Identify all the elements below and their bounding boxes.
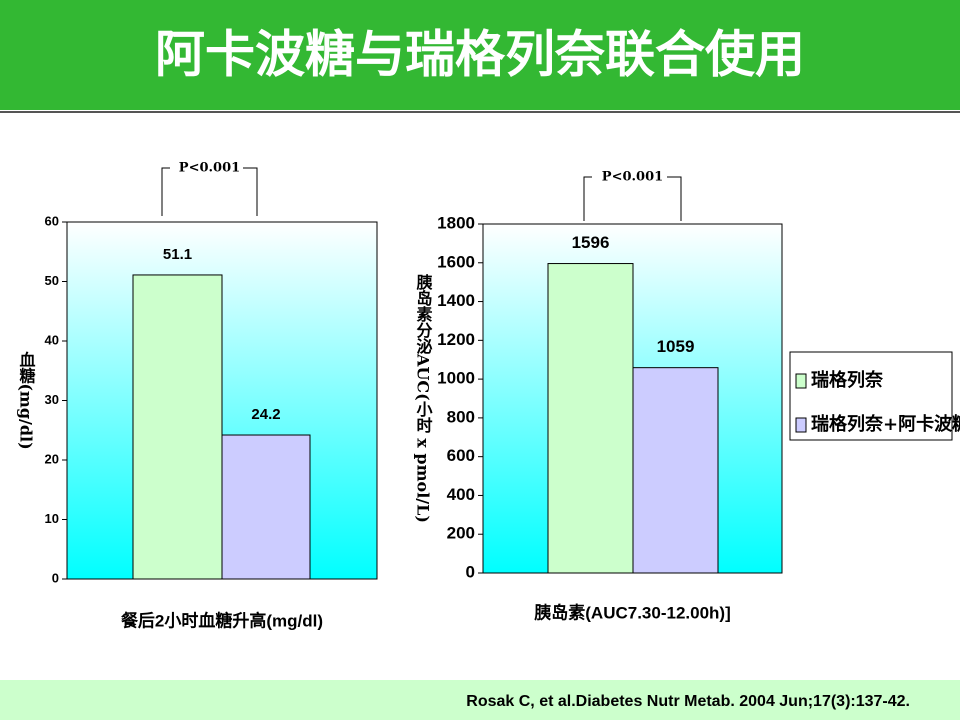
y-tick-label: 1200 <box>437 330 475 349</box>
y-tick-label: 20 <box>45 451 59 466</box>
y-axis-label: 胰岛素分泌AUC(小时 x pmol/L) <box>414 273 433 523</box>
y-tick-label: 600 <box>447 446 475 465</box>
bar <box>132 274 223 580</box>
y-tick-label: 10 <box>45 511 59 526</box>
y-tick-label: 400 <box>447 485 475 504</box>
y-tick-label: 50 <box>45 273 59 288</box>
x-axis-label: 餐后2小时血糖升高(mg/dl) <box>121 610 323 630</box>
legend-box <box>789 351 953 441</box>
value-label: 24.2 <box>251 406 280 423</box>
y-tick-label: 1800 <box>437 213 475 232</box>
value-label: 51.1 <box>163 246 192 263</box>
footer-band <box>0 680 960 720</box>
y-tick-label: 60 <box>45 213 59 228</box>
y-tick-label: 1000 <box>437 369 475 388</box>
y-axis-label: 血糖(mg/dl) <box>17 350 36 449</box>
legend-label: 瑞格列奈+阿卡波糖 <box>811 413 960 435</box>
significance-bracket <box>161 167 258 216</box>
y-tick-label: 1600 <box>437 252 475 271</box>
y-tick-label: 0 <box>466 562 475 581</box>
legend-label: 瑞格列奈 <box>811 369 884 391</box>
y-tick-label: 1400 <box>437 291 475 310</box>
significance-label: P<0.001 <box>602 170 663 185</box>
legend-swatch <box>795 417 807 433</box>
x-axis-label: 胰岛素(AUC7.30-12.00h)] <box>534 602 731 622</box>
header-band <box>0 0 960 110</box>
bar <box>221 434 311 580</box>
bar <box>632 367 719 574</box>
citation: Rosak C, et al.Diabetes Nutr Metab. 2004… <box>466 693 910 710</box>
significance-bracket <box>583 176 682 221</box>
y-tick-label: 0 <box>52 570 59 585</box>
value-label: 1596 <box>572 233 610 252</box>
bar <box>547 263 634 574</box>
value-label: 1059 <box>657 337 695 356</box>
legend-swatch <box>795 373 807 389</box>
significance-label: P<0.001 <box>179 161 240 176</box>
y-tick-label: 800 <box>447 407 475 426</box>
y-tick-label: 30 <box>45 392 59 407</box>
y-tick-label: 40 <box>45 332 59 347</box>
slide-title: 阿卡波糖与瑞格列奈联合使用 <box>155 26 805 84</box>
y-tick-label: 200 <box>447 524 475 543</box>
